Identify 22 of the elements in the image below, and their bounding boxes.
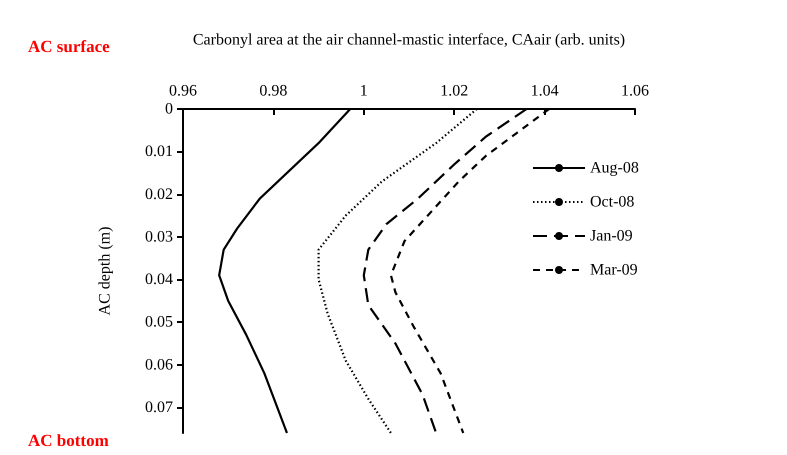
- legend-label: Jan-09: [590, 228, 633, 244]
- legend-label: Mar-09: [590, 262, 638, 278]
- y-axis-title: AC depth (m): [96, 226, 114, 316]
- x-tick-label: 1: [360, 82, 368, 100]
- x-axis-title: Carbonyl area at the air channel-mastic interface, CAair (arb. units): [192, 32, 626, 48]
- text: AC surface: [28, 37, 110, 56]
- legend-label: Oct-08: [590, 194, 634, 210]
- y-tick-label: 0.03: [145, 228, 173, 246]
- legend-label: Aug-08: [590, 160, 639, 176]
- x-tick-label: 0.98: [259, 82, 288, 100]
- y-tick-label: 0.05: [145, 314, 173, 331]
- y-tick-label: 0.06: [145, 356, 173, 374]
- y-tick-label: 0.02: [145, 186, 173, 203]
- y-tick-label: 0.07: [145, 398, 173, 416]
- x-tick-label: 1.02: [440, 82, 468, 100]
- y-tick-label: 0.01: [145, 143, 173, 160]
- text: AC bottom: [28, 431, 109, 450]
- y-tick-label: 0: [165, 100, 173, 118]
- x-tick-label: 1.06: [621, 82, 649, 100]
- x-tick-label: 0.96: [169, 82, 197, 100]
- y-tick-label: 0.04: [145, 271, 173, 288]
- x-tick-label: 1.04: [530, 82, 559, 100]
